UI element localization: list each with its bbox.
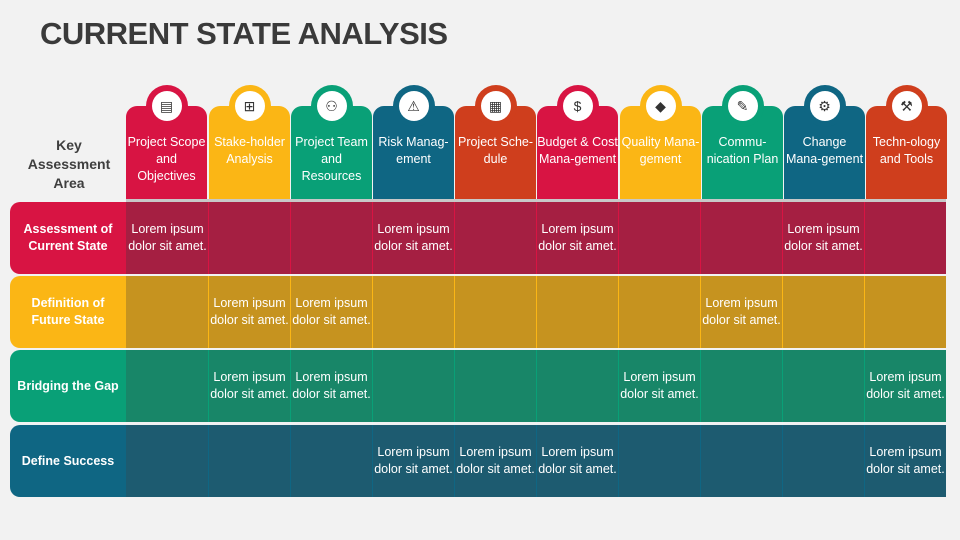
table-cell (782, 276, 864, 348)
table-cell (372, 350, 454, 422)
table-cell (618, 425, 700, 497)
icon-badge: ⊞ (228, 85, 271, 127)
hand-warning-gear-icon: ⚠ (398, 91, 429, 121)
icon-badge: ⚠ (392, 85, 435, 127)
table-cell: Lorem ipsum dolor sit amet. (618, 350, 700, 422)
row-label: Definition of Future State (10, 276, 126, 348)
schedule-icon: ▦ (480, 91, 511, 121)
table-cell (208, 425, 290, 497)
table-cell: Lorem ipsum dolor sit amet. (864, 350, 946, 422)
table-cell: Lorem ipsum dolor sit amet. (536, 202, 618, 274)
page-title: CURRENT STATE ANALYSIS (40, 16, 448, 51)
table-row: Assessment of Current State Lorem ipsum d… (10, 202, 946, 274)
icon-badge: ▤ (145, 85, 188, 127)
column-header: ⚠ Risk Manag-ement (373, 85, 454, 199)
column-label: Techn-ology and Tools (872, 135, 941, 166)
icon-badge: ✎ (721, 85, 764, 127)
row-label: Bridging the Gap (10, 350, 126, 422)
column-label: Change Mana-gement (785, 135, 864, 166)
table-cell (454, 202, 536, 274)
table-cell (126, 276, 208, 348)
icon-badge: ⚇ (310, 85, 353, 127)
column-header: ⚒ Techn-ology and Tools (866, 85, 947, 199)
table-cell: Lorem ipsum dolor sit amet. (290, 276, 372, 348)
table-cell (782, 350, 864, 422)
table-cell: Lorem ipsum dolor sit amet. (454, 425, 536, 497)
hand-gear-icon: ⚙ (809, 91, 840, 121)
table-row: Definition of Future State Lorem ipsum do… (10, 276, 946, 348)
column-label: Quality Mana-gement (621, 135, 700, 166)
table-cell (454, 276, 536, 348)
table-cell (536, 350, 618, 422)
column-header: ⊞ Stake-holder Analysis (209, 85, 290, 199)
column-label: Project Sche-dule (457, 135, 534, 166)
column-label: Commu-nication Plan (706, 135, 779, 166)
column-label: Risk Manag-ement (378, 135, 449, 166)
corner-label: Key Assessment Area (27, 137, 111, 191)
column-header: ▤ Project Scope and Objectives (126, 85, 207, 199)
icon-badge: ▦ (474, 85, 517, 127)
column-header: ⚇ Project Team and Resources (291, 85, 372, 199)
column-label: Project Team and Resources (295, 135, 368, 183)
table-row: Bridging the Gap Lorem ipsum dolor sit am… (10, 350, 946, 422)
column-header: ✎ Commu-nication Plan (702, 85, 783, 199)
document-pen-icon: ✎ (727, 91, 758, 121)
table-cell (208, 202, 290, 274)
table-cell (536, 276, 618, 348)
column-header: ▦ Project Sche-dule (455, 85, 536, 199)
table-cell (372, 276, 454, 348)
icon-badge: ⚒ (885, 85, 928, 127)
table-cell: Lorem ipsum dolor sit amet. (290, 350, 372, 422)
row-label: Define Success (10, 425, 126, 497)
table-cell (700, 202, 782, 274)
org-chart-icon: ⊞ (234, 91, 265, 121)
table-cell: Lorem ipsum dolor sit amet. (536, 425, 618, 497)
table-cell (290, 425, 372, 497)
icon-badge: ⚙ (803, 85, 846, 127)
column-header: ◆ Quality Mana-gement (620, 85, 701, 199)
icon-badge: ◆ (639, 85, 682, 127)
tools-icon: ⚒ (891, 91, 922, 121)
header-divider (126, 199, 946, 202)
table-cell (618, 202, 700, 274)
diamond-gear-icon: ◆ (645, 91, 676, 121)
table-cell (290, 202, 372, 274)
row-label: Assessment of Current State (10, 202, 126, 274)
table-cell (782, 425, 864, 497)
team-icon: ⚇ (316, 91, 347, 121)
table-cell (126, 350, 208, 422)
table-cell (700, 350, 782, 422)
table-cell (618, 276, 700, 348)
table-cell (864, 276, 946, 348)
table-cell: Lorem ipsum dolor sit amet. (372, 425, 454, 497)
column-header: $ Budget & Cost Mana-gement (537, 85, 618, 199)
table-cell: Lorem ipsum dolor sit amet. (782, 202, 864, 274)
table-cell: Lorem ipsum dolor sit amet. (208, 276, 290, 348)
column-label: Project Scope and Objectives (127, 135, 206, 183)
table-cell (126, 425, 208, 497)
column-header: ⚙ Change Mana-gement (784, 85, 865, 199)
document-gear-icon: ▤ (151, 91, 182, 121)
table-cell (454, 350, 536, 422)
table-cell (700, 425, 782, 497)
column-label: Budget & Cost Mana-gement (537, 135, 618, 166)
column-label: Stake-holder Analysis (214, 135, 285, 166)
table-cell: Lorem ipsum dolor sit amet. (864, 425, 946, 497)
table-cell: Lorem ipsum dolor sit amet. (208, 350, 290, 422)
table-cell (864, 202, 946, 274)
table-cell: Lorem ipsum dolor sit amet. (372, 202, 454, 274)
table-cell: Lorem ipsum dolor sit amet. (126, 202, 208, 274)
icon-badge: $ (556, 85, 599, 127)
table-cell: Lorem ipsum dolor sit amet. (700, 276, 782, 348)
table-row: Define Success Lorem ipsum dolor sit amet… (10, 425, 946, 497)
money-bag-icon: $ (562, 91, 593, 121)
